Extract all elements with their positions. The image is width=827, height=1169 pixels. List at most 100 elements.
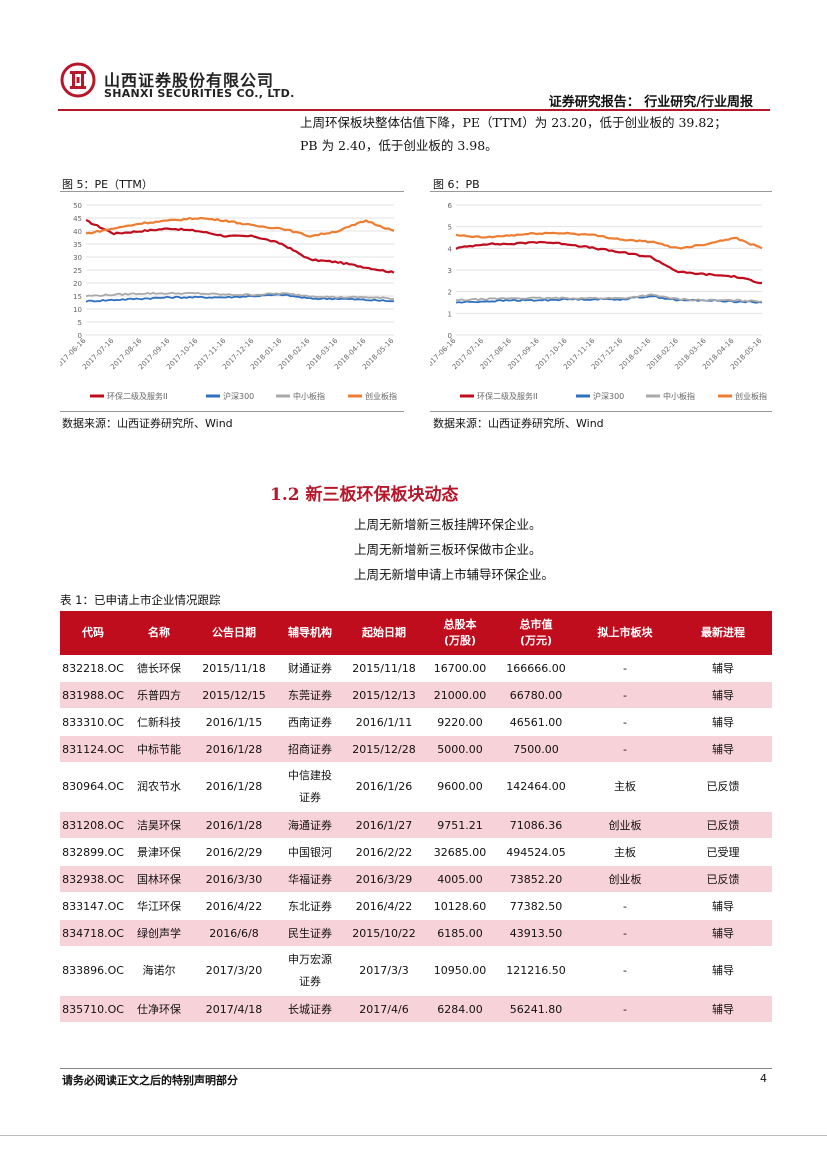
table-cell: 辅导 <box>674 655 772 682</box>
table-cell: 46561.00 <box>496 708 576 736</box>
legend-label: 环保二级及服务II <box>477 391 538 401</box>
table-cell: 2015/10/22 <box>344 919 424 947</box>
pb-chart: 01234562017-06-162017-07-162017-08-16201… <box>430 202 767 401</box>
table-cell: 2015/11/18 <box>192 655 276 682</box>
figure-6-title: 图 6：PB <box>433 178 480 191</box>
table-cell: 831988.OC <box>60 681 126 709</box>
table-cell: 43913.50 <box>496 919 576 947</box>
figure-5-title: 图 5：PE（TTM） <box>62 178 153 191</box>
table-cell: 辅导 <box>674 735 772 763</box>
table-cell: 830964.OC <box>60 762 126 812</box>
y-tick-label: 5 <box>448 224 452 232</box>
table-row: 831208.OC 洁昊环保 2016/1/28 海通证券 2016/1/27 9751.… <box>60 811 772 839</box>
pe-ttm-chart: 051015202530354045502017-06-162017-07-16… <box>60 202 397 401</box>
section-line-3: 上周无新增申请上市辅导环保企业。 <box>354 567 555 582</box>
table-cell: 国林环保 <box>126 865 192 893</box>
series-line-0 <box>455 240 762 285</box>
y-tick-label: 35 <box>73 241 82 249</box>
table-cell: 2015/12/28 <box>344 735 424 763</box>
table-row: 831988.OC 乐普四方 2015/12/15 东莞证券 2015/12/13 210… <box>60 681 772 709</box>
table-cell: 9220.00 <box>424 708 496 736</box>
table-cell: 中国银河 <box>276 838 344 866</box>
series-line-3 <box>455 231 763 250</box>
table-cell: 9600.00 <box>424 762 496 812</box>
table-cell: 辅导 <box>674 892 772 920</box>
table-cell: 西南证券 <box>276 708 344 736</box>
table-cell: 东莞证券 <box>276 681 344 709</box>
y-tick-label: 1 <box>448 310 452 318</box>
series-line-2 <box>456 293 763 303</box>
table-cell: 华江环保 <box>126 892 192 920</box>
table-cell: 仕净环保 <box>126 995 192 1023</box>
legend-label: 沪深300 <box>593 391 624 401</box>
table-cell: 已受理 <box>674 838 772 866</box>
table-cell: 2016/4/22 <box>344 892 424 920</box>
table-row: 831124.OC 中标节能 2016/1/28 招商证券 2015/12/28 5000… <box>60 735 772 763</box>
figure-6-top-rule <box>430 191 772 192</box>
table-cell: 东北证券 <box>276 892 344 920</box>
company-logo <box>60 62 96 98</box>
table-cell: 833147.OC <box>60 892 126 920</box>
table-header-cell: 公告日期 <box>192 611 276 655</box>
table-cell: 2016/6/8 <box>192 919 276 947</box>
table-cell: 835710.OC <box>60 995 126 1023</box>
table-cell: 2017/4/6 <box>344 995 424 1023</box>
company-name-cn: 山西证券股份有限公司 <box>104 71 275 90</box>
table-header-cell: 最新进程 <box>674 611 772 655</box>
table-cell: 832218.OC <box>60 655 126 682</box>
report-type: 证券研究报告： 行业研究/行业周报 <box>548 95 753 110</box>
table-cell: 财通证券 <box>276 655 344 682</box>
series-line-0 <box>85 218 395 274</box>
table-cell: 2016/1/28 <box>192 811 276 839</box>
table-cell: 2016/3/30 <box>192 865 276 893</box>
table-cell: 2015/12/15 <box>192 681 276 709</box>
table-cell: 中信建投 证券 <box>276 762 344 812</box>
table-cell: 绿创声学 <box>126 919 192 947</box>
table-cell: 中标节能 <box>126 735 192 763</box>
y-tick-label: 4 <box>448 245 453 253</box>
table-row: 832218.OC 德长环保 2015/11/18 财通证券 2015/11/18 167… <box>60 655 772 682</box>
table-row: 833896.OC 海诺尔 2017/3/20 申万宏源 证券 2017/3/3 1095… <box>60 946 772 996</box>
figure-5-source: 数据来源：山西证券研究所、Wind <box>62 417 233 430</box>
table-cell: 16700.00 <box>424 655 496 682</box>
table-cell: 2017/4/18 <box>192 995 276 1023</box>
table-cell: 21000.00 <box>424 681 496 709</box>
table-cell: 海通证券 <box>276 811 344 839</box>
table-cell: 创业板 <box>576 865 674 893</box>
page-number: 4 <box>760 1072 767 1085</box>
table-cell: 2015/11/18 <box>344 655 424 682</box>
y-tick-label: 15 <box>73 293 82 301</box>
table-cell: 2016/1/15 <box>192 708 276 736</box>
y-tick-label: 5 <box>78 319 82 327</box>
table-cell: 申万宏源 证券 <box>276 946 344 996</box>
table-cell: 已反馈 <box>674 865 772 893</box>
table-row: 832938.OC 国林环保 2016/3/30 华福证券 2016/3/29 4005.… <box>60 865 772 893</box>
table-cell: 71086.36 <box>496 811 576 839</box>
table-cell: 77382.50 <box>496 892 576 920</box>
legend-label: 沪深300 <box>223 391 254 401</box>
table-cell: 6284.00 <box>424 995 496 1023</box>
table-cell: 2017/3/20 <box>192 946 276 996</box>
section-title: 1.2 新三板环保板块动态 <box>270 485 459 505</box>
y-tick-label: 2 <box>448 289 452 297</box>
disclaimer-notice: 请务必阅读正文之后的特别声明部分 <box>62 1074 238 1087</box>
table-cell: 2016/2/22 <box>344 838 424 866</box>
table-cell: - <box>576 919 674 947</box>
section-line-2: 上周无新增新三板环保做市企业。 <box>354 542 542 557</box>
y-tick-label: 0 <box>448 332 452 340</box>
table-cell: 832899.OC <box>60 838 126 866</box>
table-cell: 2016/1/11 <box>344 708 424 736</box>
table-cell: - <box>576 946 674 996</box>
table-cell: 9751.21 <box>424 811 496 839</box>
page-bottom-rule <box>0 1135 827 1136</box>
table-cell: - <box>576 995 674 1023</box>
table-header-cell: 代码 <box>60 611 126 655</box>
table-cell: 景津环保 <box>126 838 192 866</box>
series-line-3 <box>85 216 395 238</box>
table-header-cell: 名称 <box>126 611 192 655</box>
table-cell: 长城证券 <box>276 995 344 1023</box>
table-cell: 主板 <box>576 762 674 812</box>
legend-label: 创业板指 <box>365 391 397 401</box>
table-cell: 831208.OC <box>60 811 126 839</box>
y-tick-label: 50 <box>73 202 82 210</box>
